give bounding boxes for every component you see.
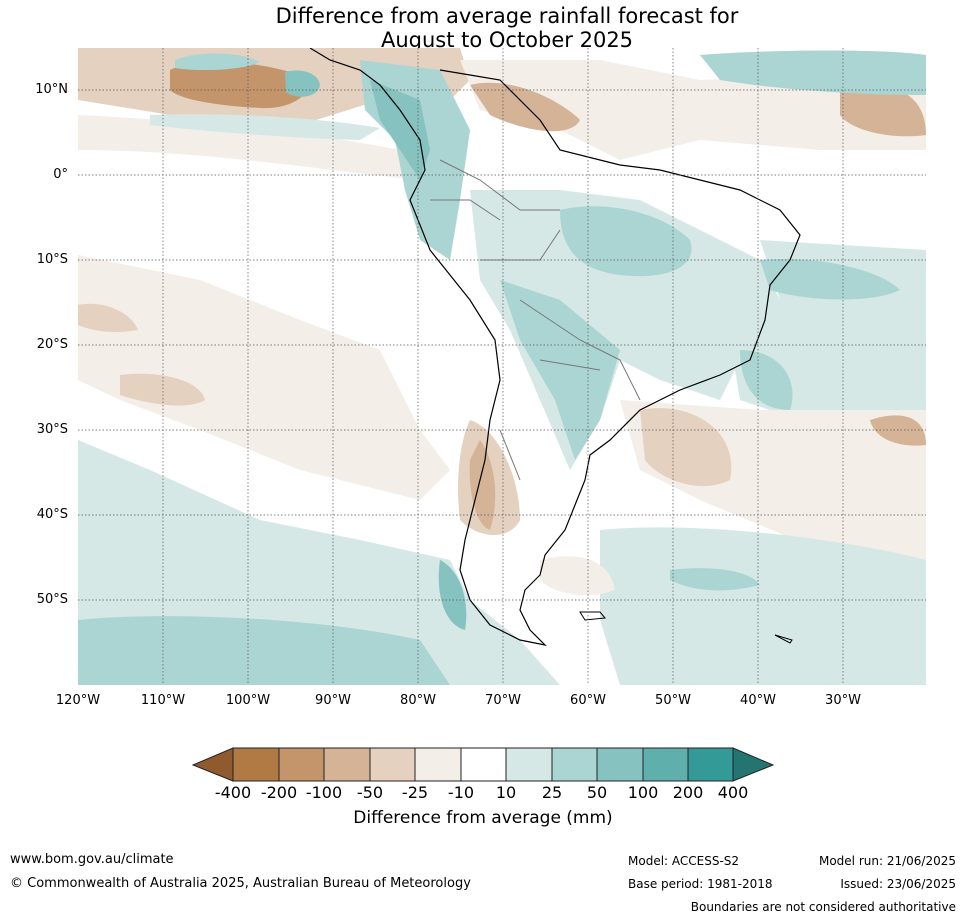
- dry-core-southwest-pacific: [78, 303, 138, 333]
- colorbar-segment: [596, 747, 644, 782]
- lat-label-10n: 10°N: [35, 82, 68, 97]
- dry-region-southeast-pacific: [78, 255, 450, 500]
- colorbar-segment: [232, 747, 280, 782]
- colorbar-tick: 200: [672, 783, 704, 802]
- colorbar-tick: 400: [717, 783, 749, 802]
- model-run-date: Model run: 21/06/2025: [818, 854, 956, 868]
- dry-spot-argentine-shelf: [540, 556, 615, 596]
- dry-core-atlantic-east: [870, 415, 926, 446]
- lon-label-100w: 100°W: [225, 693, 271, 708]
- dry-core-atlantic: [840, 85, 926, 137]
- copyright-notice: © Commonwealth of Australia 2025, Austra…: [10, 876, 471, 891]
- falkland-islands: [579, 611, 606, 621]
- lat-label-50s: 50°S: [36, 592, 68, 607]
- dry-core-southeast-pacific: [120, 373, 205, 406]
- lon-label-60w: 60°W: [570, 693, 606, 708]
- dry-band-equatorial-pacific: [78, 115, 420, 180]
- lat-label-10s: 10°S: [36, 252, 68, 267]
- wet-band-equatorial-pacific: [150, 114, 380, 140]
- lat-label-0: 0°: [53, 167, 68, 182]
- lon-label-110w: 110°W: [140, 693, 186, 708]
- wet-core-patagonia: [438, 560, 467, 630]
- colorbar-tick: -200: [260, 783, 298, 802]
- issued-date: Issued: 23/06/2025: [840, 877, 956, 891]
- lon-label-120w: 120°W: [55, 693, 101, 708]
- coastline-south-america: [309, 48, 801, 646]
- colorbar-tick: -100: [305, 783, 343, 802]
- colorbar-segment: [642, 747, 689, 782]
- colorbar-segment: [460, 747, 507, 782]
- colorbar-segment: [323, 747, 371, 782]
- colorbar-tick: 25: [541, 783, 563, 802]
- wet-core-south-atlantic: [760, 259, 900, 300]
- colorbar-high-extension: [732, 747, 775, 782]
- wet-strip-central-sa: [500, 280, 620, 460]
- wet-region-caribbean-north: [700, 50, 926, 95]
- colorbar-segment: [505, 747, 553, 782]
- website-link[interactable]: www.bom.gov.au/climate: [10, 852, 174, 867]
- lon-label-80w: 80°W: [400, 693, 436, 708]
- lat-label-40s: 40°S: [36, 507, 68, 522]
- lon-label-90w: 90°W: [315, 693, 351, 708]
- wet-spot-north-pacific: [285, 70, 320, 97]
- base-period: Base period: 1981-2018: [628, 877, 773, 891]
- wet-core-brazil: [560, 206, 692, 277]
- title-line-1: Difference from average rainfall forecas…: [275, 4, 739, 28]
- dry-core-chile: [469, 440, 496, 530]
- colorbar-tick: 50: [586, 783, 608, 802]
- lat-label-20s: 20°S: [36, 337, 68, 352]
- dry-core-caribbean: [470, 82, 580, 132]
- colorbar-segment: [414, 747, 462, 782]
- wet-region-brazil: [470, 190, 790, 470]
- lon-label-50w: 50°W: [655, 693, 691, 708]
- model-name: Model: ACCESS-S2: [628, 854, 740, 868]
- wet-core-southern-ocean: [78, 616, 450, 685]
- wet-core-southwest-atlantic: [670, 568, 760, 591]
- dry-core-north-pacific: [170, 61, 308, 109]
- wet-region-southwest-atlantic: [600, 527, 926, 685]
- lon-label-30w: 30°W: [825, 693, 861, 708]
- anomaly-field: [78, 48, 926, 685]
- wet-core-northwest-sa: [370, 80, 430, 180]
- colorbar-tick: -50: [356, 783, 384, 802]
- colorbar-tick: 10: [495, 783, 517, 802]
- colorbar-tick: -10: [447, 783, 475, 802]
- colorbar-tick: 100: [627, 783, 659, 802]
- colorbar-tick: -25: [401, 783, 429, 802]
- wet-band-north-pacific: [175, 53, 260, 70]
- graticule: [78, 48, 926, 685]
- dry-core-atlantic-south: [640, 408, 732, 487]
- colorbar-segment: [687, 747, 734, 782]
- wet-core-southeast-brazil: [740, 350, 793, 410]
- boundaries-disclaimer: Boundaries are not considered authoritat…: [690, 900, 956, 914]
- map-title: Difference from average rainfall forecas…: [0, 4, 965, 52]
- colorbar-segment: [278, 747, 325, 782]
- lon-label-70w: 70°W: [485, 693, 521, 708]
- lat-label-30s: 30°S: [36, 422, 68, 437]
- colorbar: [191, 747, 775, 782]
- colorbar-label: Difference from average (mm): [353, 808, 613, 828]
- colorbar-segment: [551, 747, 598, 782]
- south-georgia: [774, 634, 793, 644]
- colorbar-segment: [369, 747, 416, 782]
- lon-label-40w: 40°W: [740, 693, 776, 708]
- colorbar-tick: -400: [214, 783, 252, 802]
- colorbar-low-extension: [191, 747, 234, 782]
